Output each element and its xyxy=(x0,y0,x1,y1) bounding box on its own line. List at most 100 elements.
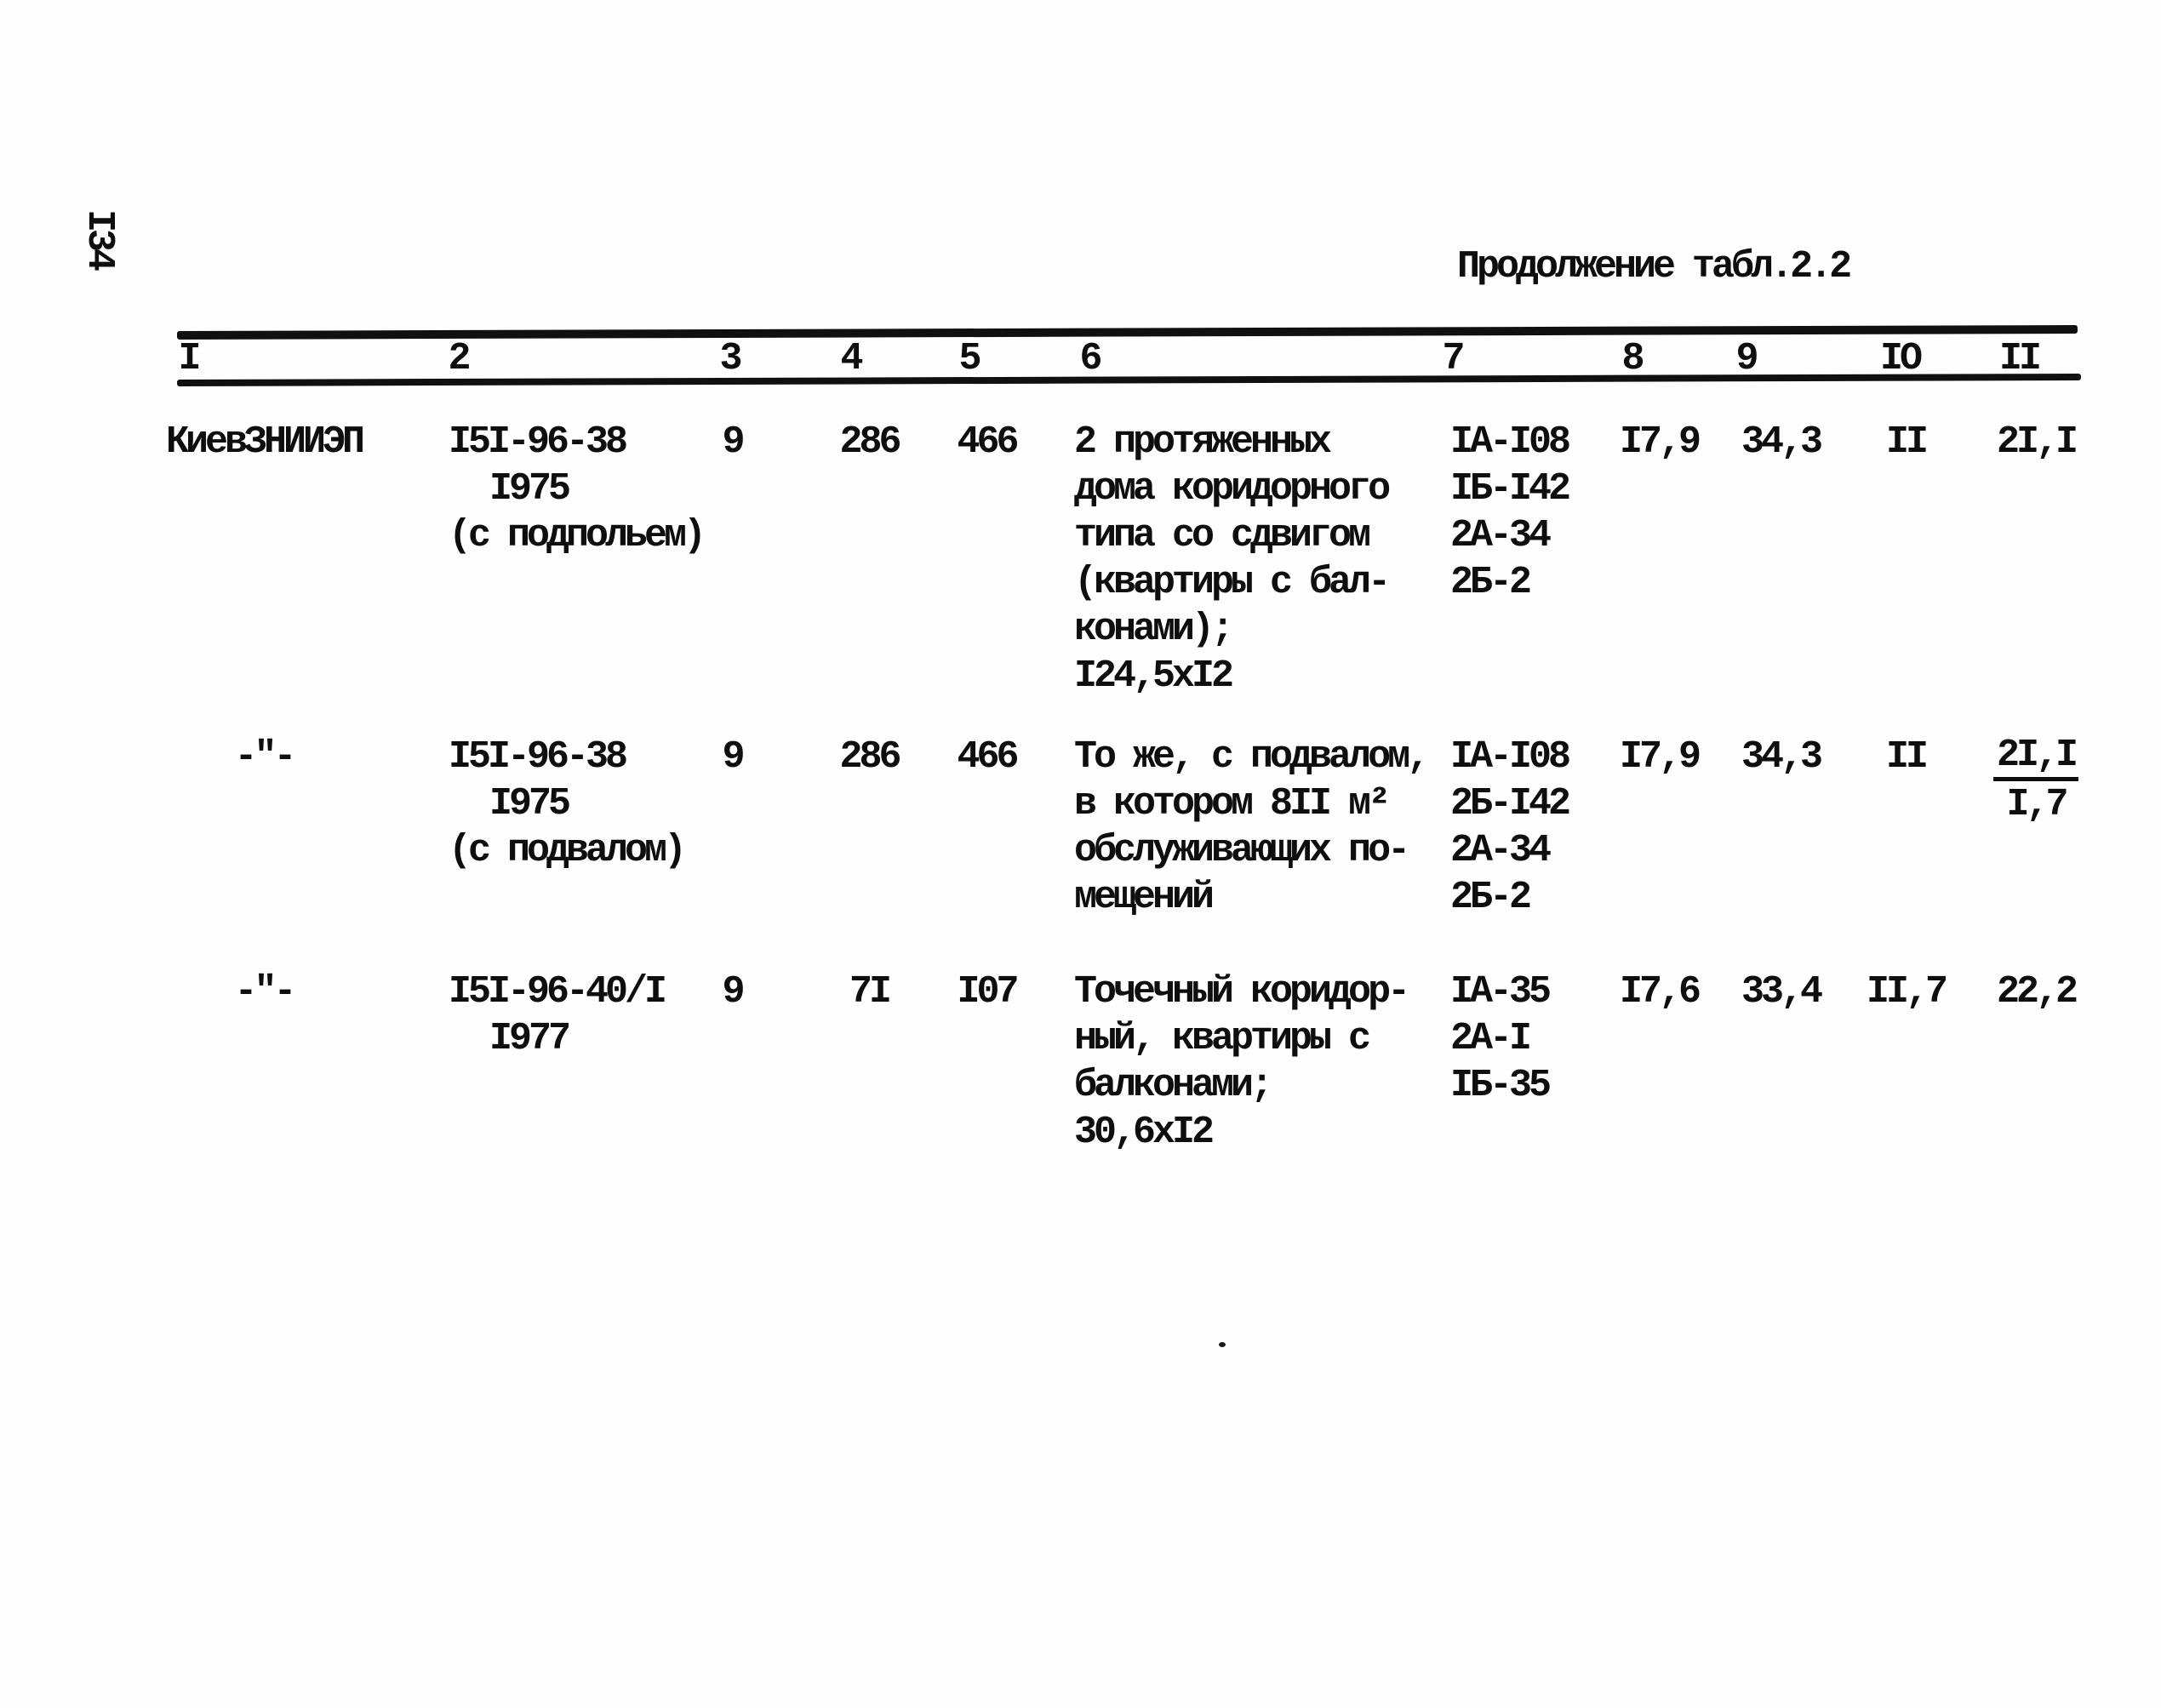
column-header-5: 5 xyxy=(958,337,981,380)
cell-line: 2А-I xyxy=(1450,1017,1532,1060)
cell-line: 34,3 xyxy=(1741,735,1823,779)
cell-c11: 2I,I I,7 xyxy=(1986,734,2086,828)
cell-c7: IА-I08 IБ-I42 2А-34 2Б-2 xyxy=(1450,419,1621,606)
cell-c1: -"- xyxy=(162,968,366,1015)
cell-line: ный, квартиры с xyxy=(1074,1017,1371,1060)
cell-line: конами); xyxy=(1074,608,1234,651)
cell-line: мещений xyxy=(1074,876,1215,919)
cell-c6: То же, с подвалом, в котором 8II м² обслуж… xyxy=(1074,734,1474,921)
cell-c7: IА-35 2А-I IБ-35 xyxy=(1450,968,1621,1109)
cell-line: I7,9 xyxy=(1619,735,1701,779)
cell-line: II xyxy=(1885,420,1929,464)
cell-c11: 22,2 xyxy=(1986,968,2086,1015)
cell-line: I5I-96-40/I xyxy=(449,970,667,1014)
cell-line: (квартиры с бал- xyxy=(1074,561,1391,604)
cell-line: обслуживающих по- xyxy=(1074,829,1410,872)
cell-c3: 9 xyxy=(715,419,749,466)
cell-line: (с подвалом) xyxy=(449,829,687,872)
page-number: I34 xyxy=(77,209,121,269)
table-header-row: I 2 3 4 5 6 7 8 9 IO II xyxy=(0,339,2161,381)
column-header-10: IO xyxy=(1879,337,1923,380)
cell-c8: I7,9 xyxy=(1611,734,1707,780)
cell-line: 2I,I xyxy=(1992,734,2078,781)
cell-line: II xyxy=(1885,735,1929,779)
cell-line: IА-35 xyxy=(1450,970,1552,1014)
cell-line: 2I,I xyxy=(1996,420,2078,464)
cell-line: 9 xyxy=(722,735,745,779)
cell-c10: II xyxy=(1855,734,1956,780)
cell-c2: I5I-96-40/I I977 xyxy=(449,968,712,1062)
cell-line: I7,9 xyxy=(1619,420,1701,464)
cell-c3: 9 xyxy=(715,734,749,780)
cell-line: -"- xyxy=(234,735,296,779)
cell-c1: КиевЗНИИЭП xyxy=(162,419,366,466)
column-header-1: I xyxy=(178,337,201,380)
column-header-3: 3 xyxy=(719,337,742,380)
cell-line: 7I xyxy=(849,970,892,1014)
cell-c9: 34,3 xyxy=(1733,419,1828,466)
cell-line: Точечный коридор- xyxy=(1074,970,1410,1014)
cell-line: КиевЗНИИЭП xyxy=(165,420,365,464)
cell-line: I07 xyxy=(957,970,1019,1014)
cell-c8: I7,9 xyxy=(1611,419,1707,466)
cell-c1: -"- xyxy=(162,734,366,780)
cell-line: 2Б-2 xyxy=(1450,561,1532,604)
column-header-6: 6 xyxy=(1079,337,1102,380)
cell-c2: I5I-96-38 I975 (с подвалом) xyxy=(449,734,712,874)
table-continuation-caption: Продолжение табл.2.2 xyxy=(1457,245,1852,288)
cell-line: 22,2 xyxy=(1996,970,2078,1014)
cell-c5: 466 xyxy=(947,734,1026,780)
cell-c10: II xyxy=(1855,419,1956,466)
cell-line: IА-I08 xyxy=(1450,420,1571,464)
cell-line: I975 xyxy=(489,467,571,511)
cell-line: 286 xyxy=(839,420,901,464)
column-header-8: 8 xyxy=(1621,337,1644,380)
cell-c9: 33,4 xyxy=(1733,968,1828,1015)
cell-line: 2А-34 xyxy=(1450,829,1552,872)
column-header-7: 7 xyxy=(1442,337,1465,380)
cell-line: 466 xyxy=(957,735,1019,779)
cell-line: I24,5хI2 xyxy=(1074,654,1234,698)
cell-c3: 9 xyxy=(715,968,749,1015)
cell-line: 2А-34 xyxy=(1450,514,1552,557)
cell-line: II,7 xyxy=(1866,970,1948,1014)
cell-c4: 286 xyxy=(830,734,908,780)
cell-line: I977 xyxy=(489,1017,571,1060)
cell-line: 2 протяженных xyxy=(1074,420,1332,464)
cell-line: 286 xyxy=(839,735,901,779)
cell-c11: 2I,I xyxy=(1986,419,2086,466)
column-header-2: 2 xyxy=(448,337,471,380)
cell-c6: 2 протяженных дома коридорного типа со сдв… xyxy=(1074,419,1474,700)
cell-line: I5I-96-38 xyxy=(449,735,628,779)
cell-c6: Точечный коридор-ный, квартиры с балконам… xyxy=(1074,968,1474,1156)
cell-line: балконами; xyxy=(1074,1064,1273,1107)
cell-c7: IА-I08 2Б-I42 2А-34 2Б-2 xyxy=(1450,734,1621,921)
cell-line: 9 xyxy=(722,420,745,464)
cell-line: 2Б-I42 xyxy=(1450,782,1571,825)
cell-line: 9 xyxy=(722,970,745,1014)
cell-c2: I5I-96-38 I975 (с подпольем) xyxy=(449,419,712,559)
cell-line: IБ-35 xyxy=(1450,1064,1552,1107)
cell-c4: 286 xyxy=(830,419,908,466)
cell-line: I,7 xyxy=(2006,783,2068,826)
cell-line: То же, с подвалом, xyxy=(1074,735,1430,779)
cell-line: I975 xyxy=(489,782,571,825)
cell-c9: 34,3 xyxy=(1733,734,1828,780)
column-header-4: 4 xyxy=(840,337,863,380)
column-header-9: 9 xyxy=(1735,337,1758,380)
cell-line: I5I-96-38 xyxy=(449,420,628,464)
cell-line: I7,6 xyxy=(1619,970,1701,1014)
cell-line: -"- xyxy=(234,970,296,1014)
cell-line: 33,4 xyxy=(1741,970,1823,1014)
cell-c8: I7,6 xyxy=(1611,968,1707,1015)
cell-line: IА-I08 xyxy=(1450,735,1571,779)
cell-c10: II,7 xyxy=(1855,968,1956,1015)
scan-speck xyxy=(1219,1342,1226,1347)
cell-line: 466 xyxy=(957,420,1019,464)
cell-line: в котором 8II м² xyxy=(1074,782,1391,825)
cell-line: 2Б-2 xyxy=(1450,876,1532,919)
cell-line: IБ-I42 xyxy=(1450,467,1571,511)
cell-line: (с подпольем) xyxy=(449,514,706,557)
cell-c4: 7I xyxy=(830,968,908,1015)
